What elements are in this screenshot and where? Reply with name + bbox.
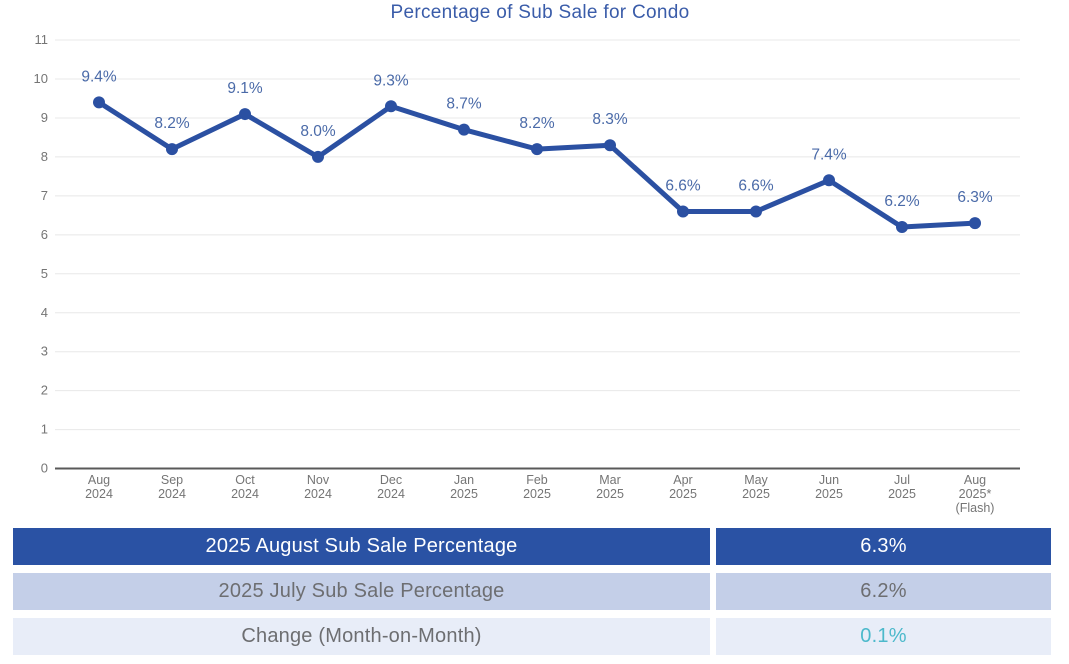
y-tick-label: 7 <box>41 188 48 203</box>
data-point-label: 9.4% <box>81 68 117 85</box>
table-row-august-percentage: 2025 August Sub Sale Percentage 6.3% <box>13 528 1051 565</box>
x-tick-label: Nov <box>307 473 330 487</box>
table-row-july-percentage: 2025 July Sub Sale Percentage 6.2% <box>13 573 1051 610</box>
data-point-label: 8.3% <box>592 111 628 128</box>
y-tick-label: 1 <box>41 422 48 437</box>
y-tick-label: 6 <box>41 227 48 242</box>
y-tick-label: 0 <box>41 461 48 476</box>
data-point <box>458 123 470 136</box>
x-tick-label: Mar <box>599 473 621 487</box>
x-tick-label: 2024 <box>304 487 332 501</box>
data-point-label: 6.6% <box>665 177 701 194</box>
x-tick-label: Feb <box>526 473 548 487</box>
y-tick-label: 2 <box>41 383 48 398</box>
chart-title: Percentage of Sub Sale for Condo <box>390 2 690 23</box>
x-tick-label: May <box>744 473 768 487</box>
x-tick-label: (Flash) <box>956 501 995 515</box>
data-point <box>239 108 251 121</box>
data-point-label: 8.7% <box>446 96 482 113</box>
sub-sale-line-chart: 01234567891011Aug2024Sep2024Oct2024Nov20… <box>34 32 1020 515</box>
x-tick-label: 2024 <box>85 487 113 501</box>
data-point-label: 6.6% <box>738 177 774 194</box>
data-point <box>823 174 835 187</box>
data-point <box>531 143 543 156</box>
x-tick-label: Aug <box>964 473 986 487</box>
data-point-label: 8.2% <box>154 115 190 132</box>
data-point-label: 6.3% <box>957 189 993 206</box>
row-value: 6.3% <box>716 528 1051 565</box>
x-tick-label: 2025 <box>669 487 697 501</box>
data-point <box>312 150 324 163</box>
y-tick-label: 9 <box>41 110 48 125</box>
x-tick-label: 2025 <box>742 487 770 501</box>
data-point <box>750 205 762 218</box>
x-tick-label: 2025* <box>959 487 992 501</box>
y-tick-label: 5 <box>41 266 48 281</box>
x-tick-label: 2025 <box>596 487 624 501</box>
x-tick-label: Jul <box>894 473 910 487</box>
data-point <box>604 139 616 152</box>
x-axis-tick-labels: Aug2024Sep2024Oct2024Nov2024Dec2024Jan20… <box>85 473 994 515</box>
data-point <box>677 205 689 218</box>
x-tick-label: 2025 <box>523 487 551 501</box>
data-point <box>969 217 981 230</box>
row-label: 2025 August Sub Sale Percentage <box>13 528 710 565</box>
y-tick-label: 8 <box>41 149 48 164</box>
row-value: 6.2% <box>716 573 1051 610</box>
row-label: 2025 July Sub Sale Percentage <box>13 573 710 610</box>
x-tick-label: Sep <box>161 473 183 487</box>
data-point-label: 7.4% <box>811 146 847 163</box>
x-tick-label: Oct <box>235 473 255 487</box>
data-point <box>93 96 105 109</box>
x-tick-label: 2024 <box>377 487 405 501</box>
x-tick-label: 2024 <box>158 487 186 501</box>
y-tick-label: 11 <box>35 32 49 47</box>
data-point-label: 6.2% <box>884 193 920 210</box>
summary-table: 2025 August Sub Sale Percentage 6.3% 202… <box>13 528 1051 663</box>
row-label: Change (Month-on-Month) <box>13 618 710 655</box>
y-axis-tick-labels: 0 1 2 3 4 5 6 7 8 9 10 11 <box>34 32 48 476</box>
gridlines <box>55 39 1020 431</box>
x-tick-label: 2025 <box>450 487 478 501</box>
y-tick-label: 10 <box>34 71 48 86</box>
data-point-labels: 9.4% 8.2% 9.1% 8.0% 9.3% 8.7% 8.2% 8.3% 6.6% 6.6%… <box>81 68 993 210</box>
data-point-label: 8.0% <box>300 123 336 140</box>
data-point-label: 9.3% <box>373 72 409 89</box>
x-tick-label: 2025 <box>888 487 916 501</box>
x-tick-label: Dec <box>380 473 402 487</box>
x-tick-label: Apr <box>673 473 692 487</box>
x-tick-label: 2025 <box>815 487 843 501</box>
row-value: 0.1% <box>716 618 1051 655</box>
y-tick-label: 3 <box>41 344 48 359</box>
x-tick-label: Jun <box>819 473 839 487</box>
y-tick-label: 4 <box>41 305 48 320</box>
data-points <box>93 96 981 234</box>
data-point-label: 9.1% <box>227 80 263 97</box>
data-point-label: 8.2% <box>519 115 555 132</box>
data-point <box>896 221 908 234</box>
data-point <box>385 100 397 113</box>
table-row-change-mom: Change (Month-on-Month) 0.1% <box>13 618 1051 655</box>
x-tick-label: Aug <box>88 473 110 487</box>
data-point <box>166 143 178 156</box>
x-tick-label: 2024 <box>231 487 259 501</box>
x-tick-label: Jan <box>454 473 474 487</box>
